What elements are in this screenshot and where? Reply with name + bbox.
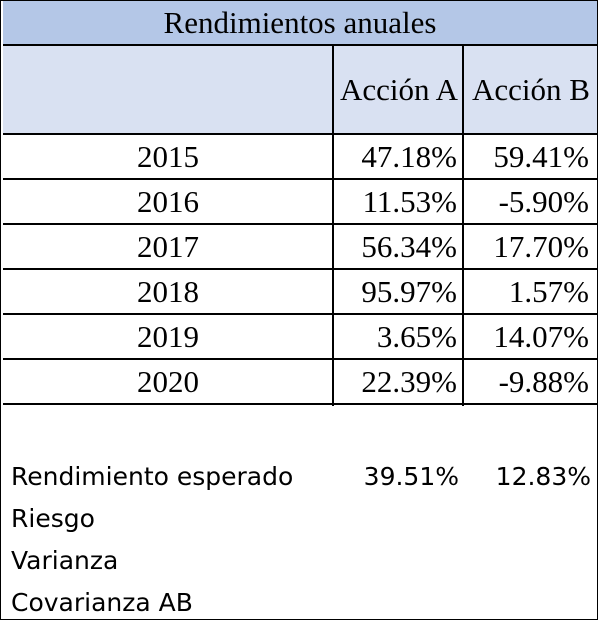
table-row: 2017 56.34% 17.70% [3,225,597,270]
accion-b-cell: 17.70% [493,228,589,264]
accion-a-cell: 11.53% [362,183,457,219]
expected-return-a-value: 39.51% [363,462,459,491]
column-divider [462,46,464,406]
accion-a-cell: 22.39% [361,363,457,399]
table-row: 2016 11.53% -5.90% [3,180,597,225]
year-cell: 2019 [137,318,199,354]
accion-b-cell: 1.57% [508,273,589,309]
header-row: Acción A Acción B [3,46,597,135]
risk-label: Riesgo [11,504,95,533]
year-cell: 2017 [137,228,199,264]
table-row: 2020 22.39% -9.88% [3,360,597,405]
expected-return-b-value: 12.83% [495,462,591,491]
year-cell: 2015 [137,138,199,174]
header-blank-cell [3,46,333,133]
table-title: Rendimientos anuales [3,1,597,46]
table-row: 2018 95.97% 1.57% [3,270,597,315]
accion-b-cell: -9.88% [498,363,589,399]
expected-return-label: Rendimiento esperado [11,462,294,491]
header-accion-a: Acción A [340,71,458,107]
accion-a-cell: 3.65% [376,318,457,354]
accion-a-cell: 47.18% [361,138,457,174]
accion-a-cell: 95.97% [361,273,457,309]
accion-a-cell: 56.34% [361,228,457,264]
year-cell: 2016 [137,183,199,219]
accion-b-cell: 59.41% [493,138,589,174]
covariance-label: Covarianza AB [11,588,193,617]
accion-b-cell: 14.07% [493,318,589,354]
variance-label: Varianza [11,546,119,575]
year-cell: 2018 [137,273,199,309]
accion-b-cell: -5.90% [498,183,589,219]
column-divider [332,46,334,406]
header-accion-b: Acción B [472,71,590,107]
year-cell: 2020 [137,363,199,399]
table-row: 2019 3.65% 14.07% [3,315,597,360]
table-row: 2015 47.18% 59.41% [3,135,597,180]
